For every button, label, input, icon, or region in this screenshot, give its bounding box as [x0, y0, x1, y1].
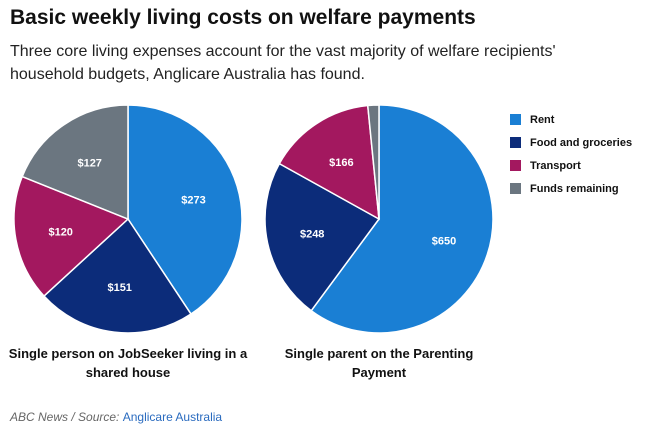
pie-parenting-slice-rent	[310, 104, 494, 334]
pie-jobseeker-value-food: $151	[107, 282, 131, 294]
pie-jobseeker-slice-funds	[21, 104, 129, 221]
legend-swatch-rent	[510, 114, 521, 125]
legend: Rent Food and groceries Transport Funds …	[510, 108, 632, 200]
chart-subtitle: Three core living expenses account for t…	[10, 43, 556, 83]
pie-parenting-value-transport: $166	[329, 157, 353, 169]
pie-parenting-value-rent: $650	[432, 235, 456, 247]
legend-item-rent: Rent	[510, 108, 632, 131]
pie-jobseeker-slice-transport	[13, 175, 130, 298]
legend-swatch-food	[510, 137, 521, 148]
pie-caption-jobseeker: Single person on JobSeeker living in a s…	[8, 346, 248, 380]
pie-jobseeker-value-transport: $120	[48, 226, 72, 238]
legend-item-food: Food and groceries	[510, 131, 632, 154]
footer-credit: ABC News / Source:	[10, 410, 123, 424]
pie-parenting-slice-funds	[366, 104, 380, 220]
legend-label: Transport	[530, 159, 581, 172]
footer: ABC News / Source: Anglicare Australia	[10, 410, 222, 424]
pie-parenting-value-food: $248	[300, 229, 324, 241]
footer-source-link[interactable]: Anglicare Australia	[122, 410, 223, 424]
pie-parenting-slice-transport	[278, 104, 380, 221]
legend-item-funds: Funds remaining	[510, 177, 632, 200]
pie-parenting-slice-food	[264, 162, 381, 312]
legend-item-transport: Transport	[510, 154, 632, 177]
pie-jobseeker-slice-food	[42, 217, 193, 334]
pie-caption-parenting: Single parent on the Parenting Payment	[284, 346, 474, 380]
pie-jobseeker-value-funds: $127	[77, 157, 101, 169]
legend-swatch-funds	[510, 183, 521, 194]
pie-jobseeker-value-rent: $273	[181, 194, 205, 206]
chart-title: Basic weekly living costs on welfare pay…	[10, 6, 476, 29]
legend-label: Funds remaining	[530, 182, 619, 195]
legend-swatch-transport	[510, 160, 521, 171]
legend-label: Food and groceries	[530, 136, 633, 149]
legend-label: Rent	[530, 113, 555, 126]
